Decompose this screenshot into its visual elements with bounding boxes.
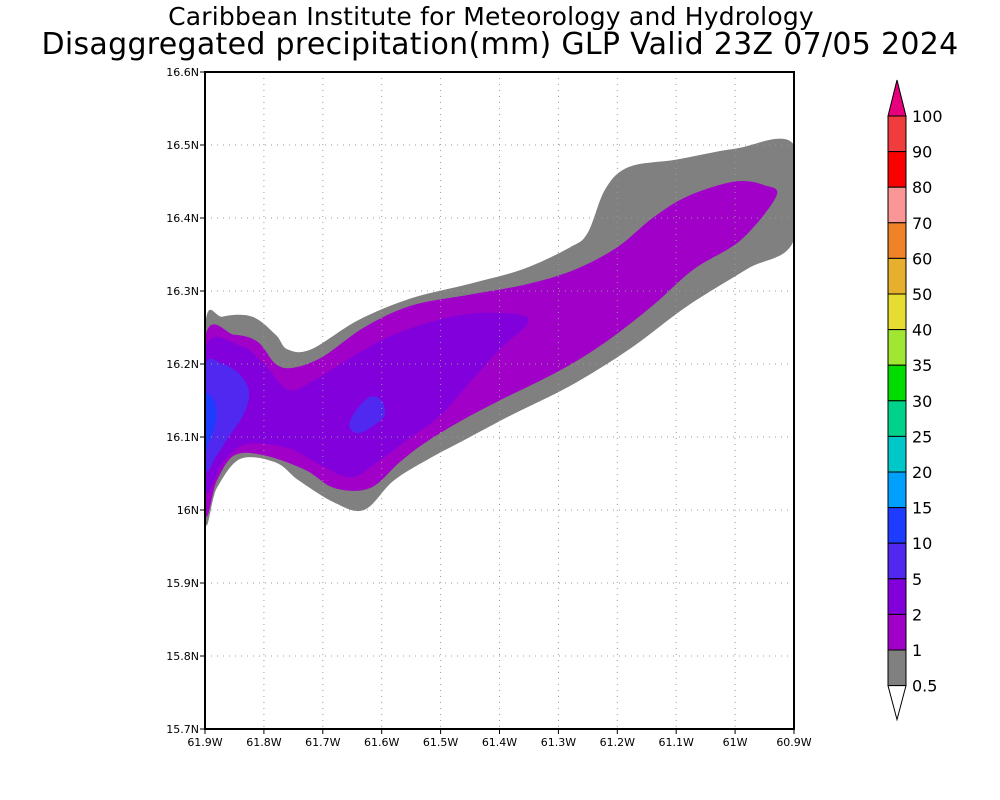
precip-contour-5-10-3 — [205, 358, 250, 472]
lon-tick-label: 61.8W — [246, 736, 281, 749]
lon-tick-label: 61.2W — [600, 736, 635, 749]
colorbar-label: 0.5 — [912, 677, 937, 696]
colorbar-box — [887, 507, 907, 544]
colorbar-box — [887, 471, 907, 509]
colorbar-under-triangle — [887, 685, 907, 722]
colorbar-box — [887, 222, 907, 259]
lon-tick-label: 61W — [723, 736, 748, 749]
colorbar-box — [887, 435, 907, 473]
axis-labels: 61.9W 61.8W 61.7W 61.6W 61.5W 61.4W 61.3W 61.2W… — [166, 66, 812, 749]
colorbar-label: 15 — [912, 499, 932, 518]
lon-tick-label: 61.5W — [423, 736, 458, 749]
lon-tick-label: 61.6W — [364, 736, 399, 749]
lat-tick-label: 15.9N — [166, 577, 199, 590]
colorbar-box — [887, 649, 907, 687]
colorbar-box — [887, 613, 907, 651]
contour-layer — [205, 138, 794, 526]
colorbar-label: 20 — [912, 463, 932, 482]
colorbar-box — [887, 186, 907, 224]
colorbar-label: 50 — [912, 285, 932, 304]
lon-tick-label: 61.7W — [305, 736, 340, 749]
colorbar-box — [887, 257, 907, 295]
precip-contour-5-10-4 — [349, 396, 386, 434]
lat-tick-label: 15.7N — [166, 723, 199, 736]
colorbar-box — [887, 293, 907, 331]
colorbar-label: 70 — [912, 214, 932, 233]
lat-tick-label: 16.3N — [166, 285, 199, 298]
precip-contour-10-15-5 — [205, 393, 217, 455]
colorbar-over-triangle — [887, 79, 907, 117]
colorbar-box — [887, 364, 907, 402]
grid-lines — [205, 72, 794, 729]
colorbar-box — [887, 115, 907, 153]
lat-tick-label: 16.4N — [166, 212, 199, 225]
colorbar-label: 10 — [912, 534, 932, 553]
lat-tick-label: 15.8N — [166, 650, 199, 663]
colorbar-box — [887, 578, 907, 615]
colorbar-label: 80 — [912, 178, 932, 197]
lon-tick-label: 61.9W — [187, 736, 222, 749]
colorbar-label: 60 — [912, 249, 932, 268]
map-title: Caribbean Institute for Meteorology and … — [168, 2, 814, 31]
colorbar-label: 35 — [912, 356, 932, 375]
lon-tick-label: 61.4W — [482, 736, 517, 749]
lat-tick-label: 16.2N — [166, 358, 199, 371]
lon-tick-label: 61.1W — [659, 736, 694, 749]
lon-tick-label: 61.3W — [541, 736, 576, 749]
colorbar-label: 25 — [912, 427, 932, 446]
colorbar-label: 100 — [912, 107, 943, 126]
lon-tick-label: 60.9W — [776, 736, 811, 749]
colorbar-label: 90 — [912, 143, 932, 162]
colorbar-label: 40 — [912, 321, 932, 340]
lat-tick-label: 16.6N — [166, 66, 199, 79]
colorbar-box — [887, 542, 907, 580]
colorbar-label: 5 — [912, 570, 922, 589]
colorbar-box — [887, 329, 907, 366]
colorbar-label: 30 — [912, 392, 932, 411]
lat-tick-label: 16N — [177, 504, 199, 517]
colorbar-box — [887, 151, 907, 188]
colorbar-label: 2 — [912, 605, 922, 624]
colorbar-label: 1 — [912, 641, 922, 660]
colorbar-box — [887, 400, 907, 437]
lat-tick-label: 16.1N — [166, 431, 199, 444]
map-subtitle: Disaggregated precipitation(mm) GLP Vali… — [41, 27, 959, 62]
colorbar: 100 90 80 70 60 50 40 35 30 25 20 15 10 5 2 1 0.5 — [887, 79, 943, 722]
lat-tick-label: 16.5N — [166, 139, 199, 152]
